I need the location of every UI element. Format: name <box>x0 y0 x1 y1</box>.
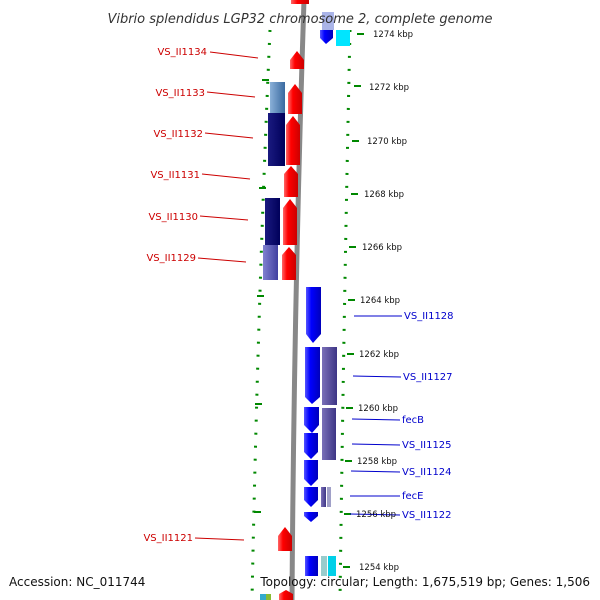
gene-label[interactable]: VS_II1128 <box>404 311 454 322</box>
scale-label: 1270 kbp <box>367 137 407 147</box>
gene-arrow-forward[interactable] <box>290 51 304 69</box>
scale-label: 1254 kbp <box>359 563 399 573</box>
label-connector <box>350 470 401 473</box>
gene-arrow-forward[interactable] <box>286 116 300 165</box>
gene-label[interactable]: VS_II1134 <box>157 47 207 58</box>
gene-arrow-forward[interactable] <box>291 0 309 4</box>
scale-label: 1272 kbp <box>369 83 409 93</box>
accession-text: Accession: NC_011744 <box>9 575 145 589</box>
gene-label[interactable]: fecE <box>402 491 424 502</box>
feature-block <box>328 556 336 576</box>
feature-block <box>270 82 285 113</box>
gene-arrow-reverse[interactable] <box>304 407 319 433</box>
scale-label: 1274 kbp <box>373 30 413 40</box>
gene-label[interactable]: VS_II1125 <box>402 440 452 451</box>
inner-tick-ring <box>250 29 272 600</box>
scale-label: 1266 kbp <box>362 243 402 253</box>
label-connector <box>204 132 254 139</box>
gene-arrow-reverse[interactable] <box>320 30 333 44</box>
gene-label[interactable]: VS_II1130 <box>148 212 198 223</box>
scale-label: 1264 kbp <box>360 296 400 306</box>
genome-summary-text: Topology: circular; Length: 1,675,519 bp… <box>259 575 590 589</box>
gene-label[interactable]: VS_II1132 <box>153 129 203 140</box>
label-connector <box>199 215 249 221</box>
label-connector <box>197 257 247 263</box>
feature-block <box>265 198 280 245</box>
label-connector <box>351 443 401 446</box>
chromosome-backbone <box>289 0 307 600</box>
feature-block <box>321 487 326 507</box>
label-connector <box>206 91 256 98</box>
gene-label[interactable]: VS_II1121 <box>143 533 193 544</box>
gene-arrow-forward[interactable] <box>288 84 302 114</box>
gene-label[interactable]: fecB <box>402 415 424 426</box>
feature-block <box>260 594 266 600</box>
label-connector <box>349 513 401 516</box>
feature-block <box>327 487 331 507</box>
label-connector <box>194 537 245 541</box>
gene-arrow-forward[interactable] <box>284 166 298 197</box>
scale-label: 1258 kbp <box>357 457 397 467</box>
gene-arrow-forward[interactable] <box>283 199 297 245</box>
label-connector <box>209 51 259 59</box>
map-title: Vibrio splendidus LGP32 chromosome 2, co… <box>107 12 492 27</box>
scale-label: 1260 kbp <box>358 404 398 414</box>
gene-arrow-reverse[interactable] <box>304 487 318 507</box>
gene-arrow-forward[interactable] <box>278 527 292 551</box>
label-connector <box>201 173 251 180</box>
feature-block <box>321 556 327 576</box>
feature-block <box>268 113 285 166</box>
feature-block <box>263 245 278 280</box>
gene-arrow-forward[interactable] <box>282 247 296 280</box>
label-connector <box>352 375 402 378</box>
gene-arrow-forward[interactable] <box>279 590 293 600</box>
gene-label[interactable]: VS_II1122 <box>402 510 452 521</box>
gene-arrow-reverse[interactable] <box>306 287 321 343</box>
gene-arrow-reverse[interactable] <box>304 433 318 459</box>
scale-label: 1268 kbp <box>364 190 404 200</box>
feature-block <box>266 594 271 600</box>
gene-label[interactable]: VS_II1131 <box>150 170 200 181</box>
feature-block <box>322 12 334 30</box>
gene-arrow-reverse[interactable] <box>305 556 318 576</box>
scale-label: 1262 kbp <box>359 350 399 360</box>
label-connector <box>351 418 401 421</box>
scale-label: 1256 kbp <box>356 510 396 520</box>
gene-arrow-reverse[interactable] <box>304 512 318 522</box>
gene-arrow-reverse[interactable] <box>304 460 318 486</box>
feature-block <box>322 347 337 405</box>
gene-label[interactable]: VS_II1124 <box>402 467 452 478</box>
gene-label[interactable]: VS_II1127 <box>403 372 453 383</box>
gene-label[interactable]: VS_II1133 <box>155 88 205 99</box>
gene-arrow-reverse[interactable] <box>305 347 320 404</box>
feature-block <box>336 30 350 46</box>
gene-label[interactable]: VS_II1129 <box>146 253 196 264</box>
feature-block <box>322 408 336 460</box>
